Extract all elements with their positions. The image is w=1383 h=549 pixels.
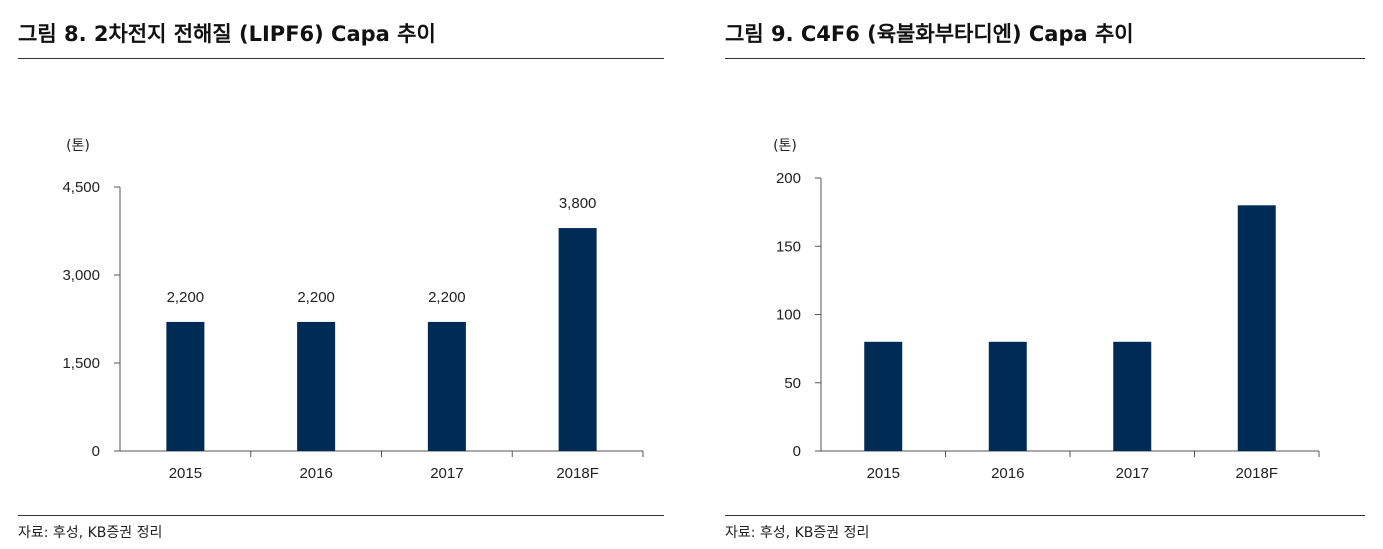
y-axis-unit-label: (톤) <box>66 138 90 154</box>
figure-title: 그림 8. 2차전지 전해질 (LIPF6) Capa 추이 <box>18 22 436 46</box>
y-tick-label: 1,500 <box>62 355 100 372</box>
source-divider <box>18 515 664 516</box>
bar <box>864 341 903 451</box>
data-label: 2,200 <box>297 289 335 306</box>
bar <box>166 321 205 451</box>
title-divider <box>725 58 1365 59</box>
title-divider <box>18 58 664 59</box>
y-tick-label: 100 <box>776 307 801 324</box>
bar-chart-c4f6: (톤) 0 50 100 150 200 2015 2016 2017 2018F <box>773 138 1320 482</box>
y-tick-label: 4,500 <box>62 179 100 196</box>
bar <box>427 321 466 451</box>
data-label: 2,200 <box>167 289 205 306</box>
x-tick-label: 2018F <box>1235 465 1278 482</box>
bar <box>1237 205 1276 451</box>
source-note: 자료: 후성, KB증권 정리 <box>725 525 870 541</box>
x-tick-label: 2016 <box>299 465 332 482</box>
figure-title: 그림 9. C4F6 (육불화부타디엔) Capa 추이 <box>725 22 1134 46</box>
bar <box>1113 341 1152 451</box>
bar-chart-lipf6: (톤) 0 1,500 3,000 4,500 2015 2,200 2016 2,200 201… <box>62 138 644 482</box>
y-tick-label: 0 <box>92 443 100 460</box>
x-tick-label: 2015 <box>867 465 900 482</box>
source-note: 자료: 후성, KB증권 정리 <box>18 525 163 541</box>
data-label: 2,200 <box>428 289 466 306</box>
x-tick-label: 2018F <box>556 465 599 482</box>
y-axis-unit-label: (톤) <box>773 138 797 154</box>
x-tick-label: 2017 <box>1116 465 1149 482</box>
x-tick-label: 2016 <box>991 465 1024 482</box>
y-tick-label: 50 <box>784 375 801 392</box>
bar <box>297 321 336 451</box>
bar <box>988 341 1027 451</box>
bar <box>558 228 597 451</box>
data-label: 3,800 <box>559 195 597 212</box>
y-tick-label: 150 <box>776 238 801 255</box>
figure-9-panel: 그림 9. C4F6 (육불화부타디엔) Capa 추이 (톤) 0 50 100 15… <box>725 0 1365 549</box>
y-tick-label: 200 <box>776 170 801 187</box>
source-divider <box>725 515 1365 516</box>
y-tick-label: 0 <box>793 443 801 460</box>
figure-8-panel: 그림 8. 2차전지 전해질 (LIPF6) Capa 추이 (톤) 0 1,500… <box>18 0 664 549</box>
y-tick-label: 3,000 <box>62 267 100 284</box>
x-tick-label: 2015 <box>169 465 202 482</box>
x-tick-label: 2017 <box>430 465 463 482</box>
